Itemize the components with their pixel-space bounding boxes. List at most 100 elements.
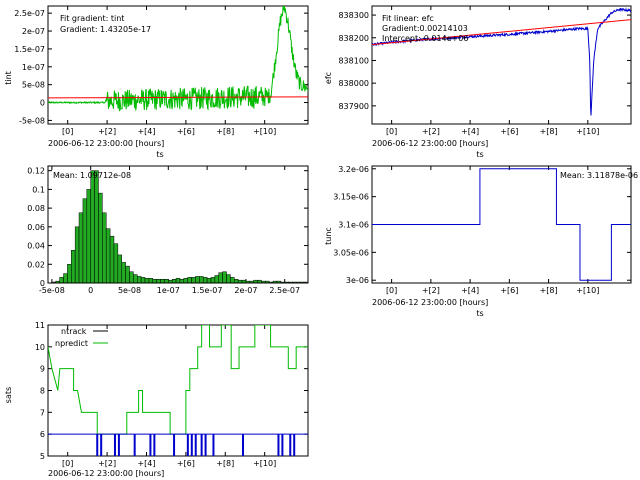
hist-bar xyxy=(234,279,239,284)
hist-y-tick-label: 0.12 xyxy=(27,167,45,176)
hist-bar xyxy=(98,192,103,284)
tint-y-tick-label: 2.5e-07 xyxy=(14,9,45,18)
tint-chart-panel: -5e-08 0 5e-08 1e-07 1.5e-07 2e-07 2.5e-07 [0] +… xyxy=(4,5,309,159)
sats-y-tick-label: 8 xyxy=(40,387,45,396)
efc-x-axis-label: ts xyxy=(476,150,483,159)
hist-bar xyxy=(195,276,200,284)
hist-bar xyxy=(86,189,91,284)
hist-x-tick-label: 1.5e-07 xyxy=(192,286,223,295)
hist-bar xyxy=(63,273,68,284)
efc-annotation-1: Fit linear: efc xyxy=(382,14,434,23)
tint-y-axis-label: tint xyxy=(4,71,13,85)
hist-y-tick-label: 0.08 xyxy=(27,204,45,213)
tint-x-axis-label: ts xyxy=(156,150,163,159)
efc-y-tick-label: 837900 xyxy=(338,102,369,111)
hist-bar xyxy=(113,243,119,284)
hist-bar xyxy=(202,277,208,284)
tunc-chart-panel: 3e-06 3.05e-06 3.1e-06 3.15e-06 3.2e-06 [0] +[… xyxy=(324,165,638,318)
sats-chart-panel: 5 6 7 8 9 10 11 [0] +[2] +[4] +[6] +[8] +[10] 2006-06… xyxy=(4,321,309,478)
hist-bar xyxy=(74,226,80,284)
hist-bar xyxy=(222,271,227,284)
hist-bar xyxy=(121,262,126,284)
hist-y-tick-label: 0.1 xyxy=(32,185,45,194)
efc-annotation-3: Intercept:-0.014e+06 xyxy=(382,34,468,43)
tunc-y-tick-label: 3.05e-06 xyxy=(333,248,369,257)
tint-x-tick-label: +[2] xyxy=(98,127,116,136)
efc-x-origin: 2006-06-12 23:00:00 [hours] xyxy=(372,139,488,148)
tunc-y-tick-label: 3e-06 xyxy=(346,276,369,285)
tint-series-1-line xyxy=(48,96,308,99)
hist-y-tick-label: 0.06 xyxy=(27,223,45,232)
efc-x-tick-label: [0] xyxy=(386,127,397,136)
hist-bar xyxy=(164,279,169,284)
hist-bar xyxy=(160,279,165,284)
tunc-y-axis-label: tunc xyxy=(324,227,333,245)
sats-x-tick-label: +[6] xyxy=(177,459,195,468)
efc-x-tick-label: +[2] xyxy=(422,127,440,136)
hist-bar xyxy=(90,170,95,284)
hist-bar xyxy=(179,279,185,284)
hist-bar xyxy=(214,275,219,284)
hist-bar xyxy=(78,212,84,284)
efc-y-tick-label: 838200 xyxy=(338,34,369,43)
hist-x-tick-label: 2e-07 xyxy=(234,286,257,295)
hist-bar xyxy=(102,212,107,284)
hist-x-tick-label: 0 xyxy=(88,286,93,295)
tunc-x-tick-label: +[6] xyxy=(500,286,518,295)
tunc-x-tick-label: +[4] xyxy=(461,286,479,295)
sats-x-tick-label: +[2] xyxy=(98,459,116,468)
hist-bar xyxy=(187,277,192,284)
hist-x-tick-label: 5e-08 xyxy=(118,286,141,295)
tint-x-tick-label: +[10] xyxy=(253,127,276,136)
tint-y-tick-label: 1.5e-07 xyxy=(14,45,45,54)
tunc-x-tick-label: +[2] xyxy=(422,286,440,295)
efc-annotation-2: Gradient:0.00214103 xyxy=(382,24,468,33)
hist-bar xyxy=(144,278,150,284)
hist-bar xyxy=(67,264,72,284)
hist-x-tick-label: 1e-07 xyxy=(157,286,180,295)
tint-x-tick-label: +[6] xyxy=(177,127,195,136)
sats-x-tick-label: +[4] xyxy=(137,459,155,468)
efc-x-tick-label: +[8] xyxy=(540,127,558,136)
hist-bar xyxy=(109,235,115,284)
sats-y-tick-label: 9 xyxy=(40,365,45,374)
efc-series-1-line xyxy=(372,19,631,46)
hist-bar xyxy=(105,228,111,284)
sats-y-axis-label: sats xyxy=(4,387,13,403)
tint-y-tick-label: 2e-07 xyxy=(22,27,45,36)
efc-y-tick-label: 838300 xyxy=(338,11,369,20)
tunc-series-0-line xyxy=(372,168,631,281)
tunc-x-tick-label: +[8] xyxy=(540,286,558,295)
sats-legend-ntrack-label: ntrack xyxy=(61,327,87,336)
tunc-y-tick-label: 3.1e-06 xyxy=(338,221,369,230)
histogram-chart-panel: 00.020.040.060.080.10.12-5e-08 0 5e-08 1e-0… xyxy=(27,165,309,295)
hist-bar xyxy=(175,278,181,284)
sats-x-tick-label: +[10] xyxy=(253,459,276,468)
sats-x-origin: 2006-06-12 23:00:00 [hours] xyxy=(48,469,164,478)
hist-y-tick-label: 0.02 xyxy=(27,260,45,269)
efc-x-tick-label: +[4] xyxy=(461,127,479,136)
sats-y-tick-label: 11 xyxy=(35,321,45,330)
hist-bar xyxy=(230,277,235,284)
tint-y-tick-label: -5e-08 xyxy=(19,116,45,125)
hist-bar xyxy=(133,274,138,284)
hist-bar xyxy=(156,279,161,284)
tint-x-tick-label: [0] xyxy=(62,127,73,136)
hist-bar xyxy=(148,278,154,284)
efc-x-tick-label: +[10] xyxy=(576,127,599,136)
hist-bar xyxy=(125,265,130,284)
hist-plot-frame-top xyxy=(47,165,309,284)
tunc-y-tick-label: 3.15e-06 xyxy=(333,193,369,202)
efc-series-group xyxy=(372,7,631,116)
tunc-y-tick-label: 3.2e-06 xyxy=(338,165,369,174)
tunc-x-origin: 2006-06-12 23:00:00 [hours] xyxy=(372,298,488,307)
efc-y-axis-label: efc xyxy=(324,72,333,84)
tint-series-group xyxy=(48,6,308,112)
efc-plot-frame xyxy=(371,5,632,125)
hist-bar xyxy=(183,278,188,284)
tint-x-tick-label: +[8] xyxy=(216,127,234,136)
hist-y-tick-label: 0 xyxy=(40,279,45,288)
tint-plot-frame xyxy=(47,5,309,125)
hist-bar xyxy=(59,277,64,284)
